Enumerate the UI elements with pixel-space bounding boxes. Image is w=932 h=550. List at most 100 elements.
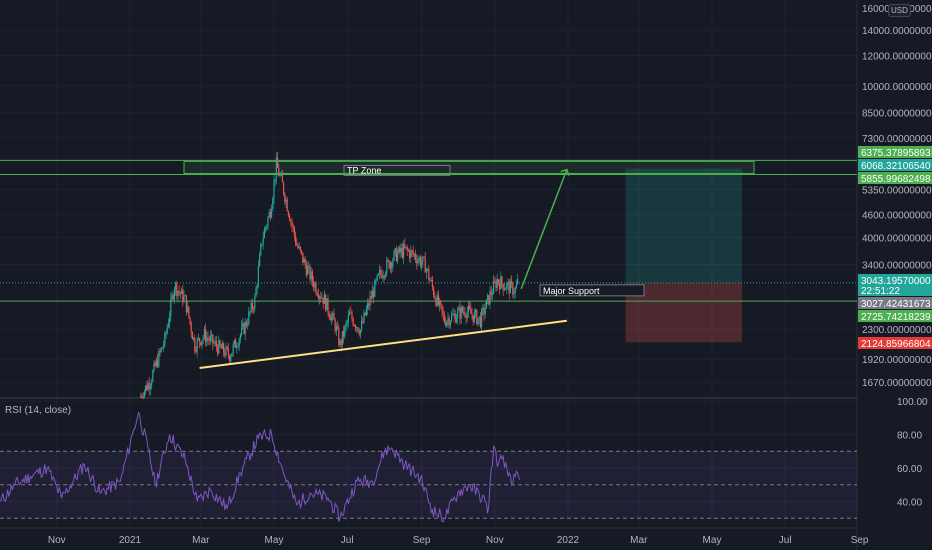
rsi-tick-label: 100.00 (897, 397, 928, 408)
candle-body (262, 237, 264, 244)
time-tick-label: Jul (341, 535, 354, 546)
candle-body (217, 346, 219, 354)
major-support-label-box[interactable] (539, 284, 645, 297)
candle-body (477, 318, 479, 325)
price-tag-label: 6068.32106540 (861, 161, 931, 172)
candle-body (424, 257, 426, 273)
candle-body (298, 246, 300, 248)
candle-body (176, 283, 178, 296)
candle-body (376, 275, 378, 281)
candle-body (417, 259, 419, 264)
candle-body (271, 208, 273, 218)
candle-body (419, 257, 421, 266)
candle-body (163, 344, 165, 348)
candle-body (328, 312, 330, 318)
price-tag (858, 172, 932, 184)
candle-body (183, 296, 185, 302)
candle-body (512, 283, 514, 295)
candle-body (321, 297, 323, 299)
price-tick-label: 4600.00000000 (862, 210, 932, 221)
candle-body (315, 283, 317, 294)
candle-body (379, 269, 381, 274)
candle-body (454, 313, 456, 323)
candle-body (500, 276, 502, 290)
candle-body (190, 322, 192, 333)
candle-body (387, 260, 389, 262)
candle-body (285, 199, 287, 202)
tp-zone-rectangle[interactable] (183, 160, 755, 174)
candle-body (439, 300, 441, 305)
price-tag-countdown: 22:51:22 (861, 286, 900, 297)
candle-body (160, 347, 162, 352)
candle-body (465, 315, 467, 319)
candle-body (357, 327, 359, 332)
candle-body (452, 314, 454, 316)
candle-body (152, 370, 154, 382)
candle-body (236, 346, 238, 348)
candle-body (473, 312, 475, 322)
candle-body (208, 339, 210, 341)
price-tag-label: 3027.42431673 (861, 299, 931, 310)
time-tick-label: Sep (413, 535, 431, 546)
candle-body (353, 325, 355, 327)
candle-body (286, 199, 288, 212)
candle-body (169, 316, 171, 324)
candle-body (265, 227, 267, 230)
price-tag (858, 274, 932, 296)
candle-body (476, 310, 478, 325)
candle-body (443, 314, 445, 323)
candle-body (283, 182, 285, 194)
price-tick-label: 1670.00000000 (862, 378, 932, 389)
candle-body (409, 250, 411, 259)
candle-body (141, 396, 143, 398)
candle-body (447, 318, 449, 322)
candle-body (404, 244, 406, 248)
candle-body (416, 259, 418, 264)
candle-body (334, 319, 336, 331)
candle-body (171, 295, 173, 299)
candle-body (385, 273, 387, 277)
candle-body (256, 285, 258, 289)
candle-body (290, 220, 292, 222)
candle-body (149, 385, 151, 389)
candle-body (231, 352, 233, 357)
ascending-trendline[interactable] (199, 319, 567, 369)
candle-body (458, 307, 460, 311)
candle-body (311, 271, 313, 282)
candle-body (249, 311, 251, 313)
price-tag-label: 3043.19570000 (861, 276, 931, 287)
candle-body (209, 336, 211, 341)
candle-body (154, 362, 156, 367)
candle-body (400, 248, 402, 253)
price-tick-label: 10000.00000000 (862, 82, 932, 93)
candle-body (143, 391, 145, 398)
candle-body (140, 396, 142, 398)
candle-body (434, 295, 436, 299)
candle-body (495, 281, 497, 288)
candle-body (313, 281, 315, 288)
candle-body (469, 306, 471, 309)
tp-zone-label-box[interactable] (343, 164, 451, 176)
candle-body (405, 246, 407, 248)
candle-body (261, 243, 263, 245)
candle-body (446, 321, 448, 326)
candle-body (191, 332, 193, 340)
candle-body (429, 279, 431, 281)
candle-body (259, 254, 261, 267)
rsi-indicator-title[interactable]: RSI (14, close) (5, 405, 72, 416)
price-tag-label: 2124.85966804 (861, 339, 931, 350)
candle-body (347, 315, 349, 322)
candle-body (359, 329, 361, 335)
candle-body (488, 295, 490, 305)
candle-body (155, 359, 157, 367)
candle-body (305, 265, 307, 276)
candle-body (361, 321, 363, 330)
currency-badge[interactable]: USD (888, 4, 911, 17)
candle-body (406, 246, 408, 251)
candle-body (165, 333, 167, 335)
candle-body (159, 351, 161, 353)
candle-body (339, 340, 341, 346)
target-arrow[interactable] (520, 169, 568, 290)
